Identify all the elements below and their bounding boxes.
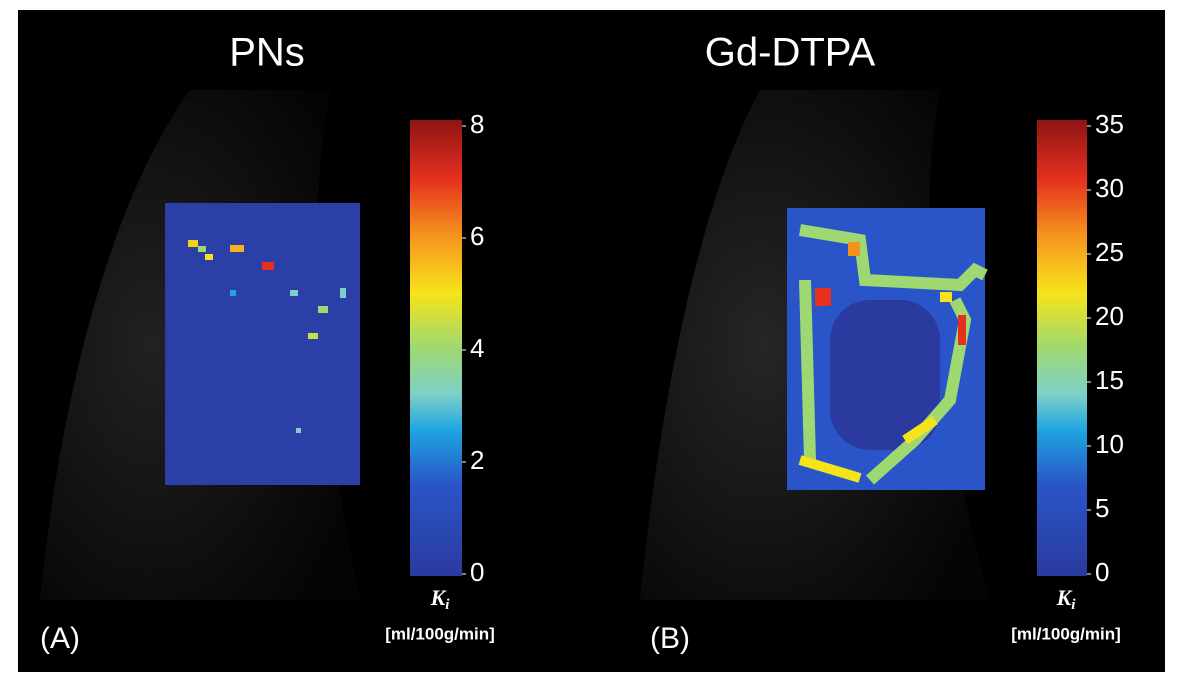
colorbar-tick-label: 5 [1095, 493, 1109, 523]
colorbar-tick-label: 15 [1095, 365, 1124, 395]
colorbar-tick-label: 6 [470, 221, 484, 251]
panel-label: (B) [650, 622, 690, 655]
colorbar [410, 120, 462, 576]
symbol: K [430, 585, 447, 610]
colorbar-tick-label: 8 [470, 109, 484, 139]
colorbar-unit: [ml/100g/min] [1011, 624, 1121, 643]
colorbar-unit: [ml/100g/min] [385, 624, 495, 643]
colorbar-tick-label: 35 [1095, 109, 1124, 139]
colorbar-tick-label: 20 [1095, 301, 1124, 331]
colorbar-tick-label: 4 [470, 333, 484, 363]
symbol: K [1056, 585, 1073, 610]
colorbar-tick-label: 2 [470, 445, 484, 475]
colorbar-tick-label: 25 [1095, 237, 1124, 267]
panel-title: Gd-DTPA [705, 31, 876, 75]
colorbar-tick-label: 10 [1095, 429, 1124, 459]
panel-title: PNs [229, 31, 305, 75]
panel-label: (A) [40, 622, 80, 655]
colorbar-tick-label: 0 [1095, 557, 1109, 587]
colorbar-tick-label: 30 [1095, 173, 1124, 203]
colorbar-tick-label: 0 [470, 557, 484, 587]
colorbar [1037, 120, 1087, 576]
heatmap [165, 203, 360, 485]
heatmap [787, 208, 985, 490]
figure: PNs(A)02468Ki[ml/100g/min]Gd-DTPA(B)0510… [0, 0, 1183, 686]
